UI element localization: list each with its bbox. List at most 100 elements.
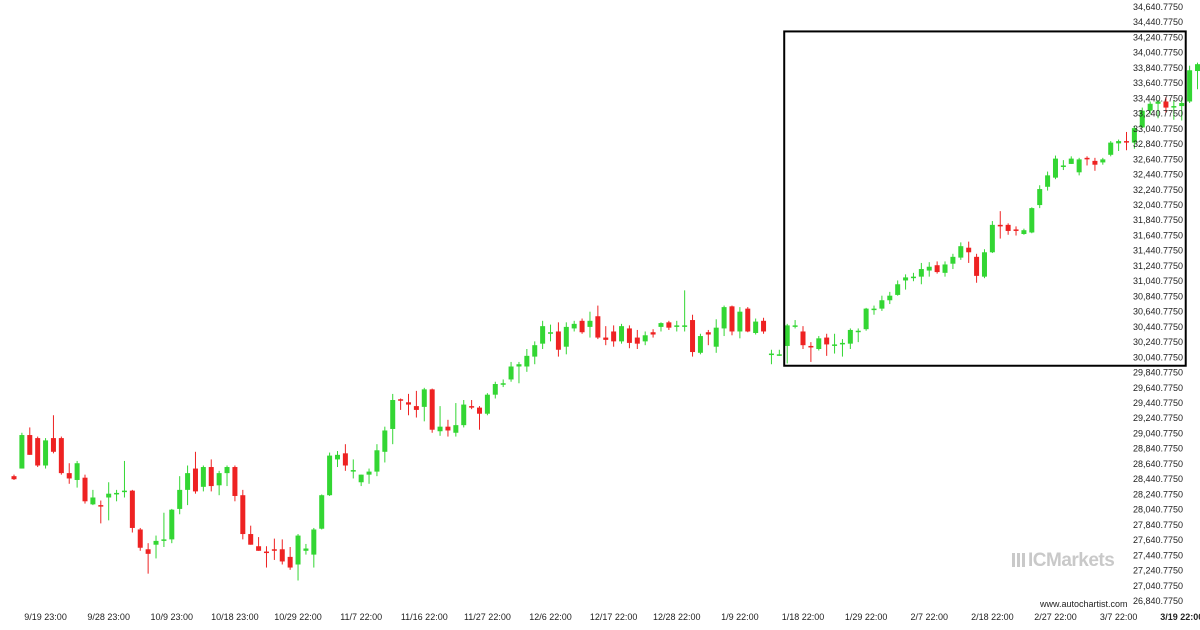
candle-body — [200, 467, 206, 487]
candle — [753, 318, 759, 335]
candle — [918, 262, 924, 285]
candle-body — [429, 389, 435, 430]
candle — [114, 489, 120, 502]
candle — [595, 305, 601, 340]
candle-body — [548, 332, 554, 334]
candle-body — [713, 327, 719, 347]
candle — [263, 546, 269, 568]
candle-body — [1179, 103, 1185, 107]
candle — [579, 318, 585, 334]
candle — [98, 500, 104, 524]
y-tick-label: 29,040.7750 — [1133, 428, 1183, 438]
candle — [745, 307, 751, 333]
candle-body — [303, 548, 309, 551]
candle — [540, 320, 546, 349]
candle — [271, 538, 277, 560]
candle-body — [792, 325, 798, 327]
candle-body — [90, 497, 96, 505]
candle — [82, 474, 88, 504]
candle-body — [768, 353, 774, 356]
candle-body — [563, 326, 569, 347]
candle — [934, 261, 940, 274]
candle — [200, 465, 206, 492]
candles-layer — [11, 62, 1200, 581]
candle — [279, 539, 285, 565]
candle — [792, 320, 798, 329]
candle — [484, 393, 490, 416]
candle-body — [192, 468, 198, 492]
candle — [208, 459, 214, 492]
candle — [761, 317, 767, 334]
candle-body — [887, 295, 893, 301]
candle-body — [1092, 160, 1098, 165]
candle — [784, 323, 790, 364]
candle-body — [808, 345, 814, 348]
candle-body — [981, 252, 987, 277]
candle-body — [745, 308, 751, 332]
candle — [1045, 171, 1051, 191]
credit-link[interactable]: www.autochartist.com — [1040, 599, 1128, 609]
candle-body — [1139, 110, 1145, 128]
candle — [429, 388, 435, 433]
candle-body — [729, 306, 735, 332]
candle — [800, 326, 806, 349]
candle-body — [579, 320, 585, 333]
candle-body — [658, 323, 664, 327]
candle — [690, 314, 696, 357]
candle — [27, 427, 33, 455]
candle-body — [19, 435, 25, 469]
candle — [863, 307, 869, 331]
y-tick-label: 33,440.7750 — [1133, 93, 1183, 103]
y-tick-label: 29,440.7750 — [1133, 398, 1183, 408]
candle-body — [398, 399, 404, 401]
candle — [66, 463, 72, 484]
candle-body — [1029, 208, 1035, 233]
candle — [642, 331, 648, 346]
y-tick-label: 32,440.7750 — [1133, 170, 1183, 180]
x-tick-label: 3/7 22:00 — [1100, 612, 1138, 622]
y-tick-label: 31,640.7750 — [1133, 230, 1183, 240]
y-tick-label: 30,240.7750 — [1133, 337, 1183, 347]
brand-name: ICMarkets — [1028, 550, 1115, 571]
candle — [619, 323, 625, 344]
candle-body — [847, 329, 853, 344]
candle — [1171, 99, 1177, 120]
candle-body — [595, 316, 601, 338]
candle — [390, 393, 396, 445]
candle — [1131, 125, 1137, 149]
candle — [366, 468, 372, 484]
candle-body — [82, 477, 88, 502]
candle — [1084, 156, 1090, 166]
candle — [90, 489, 96, 506]
candle-body — [832, 344, 838, 346]
candle-body — [58, 438, 64, 474]
candle-body — [611, 331, 617, 342]
candle — [895, 280, 901, 296]
y-tick-label: 34,640.7750 — [1133, 2, 1183, 12]
candle-body — [532, 345, 538, 357]
y-tick-label: 34,040.7750 — [1133, 48, 1183, 58]
candle — [492, 381, 498, 399]
candle — [358, 474, 364, 487]
candle-body — [469, 406, 475, 408]
x-tick-label: 10/29 22:00 — [274, 612, 322, 622]
candle — [658, 322, 664, 332]
candle-body — [27, 435, 33, 455]
candle — [508, 361, 514, 382]
candle-body — [516, 364, 522, 367]
y-tick-label: 30,440.7750 — [1133, 322, 1183, 332]
candle — [650, 329, 656, 338]
candle — [145, 543, 151, 574]
candle-body — [224, 467, 230, 474]
candle — [287, 546, 293, 570]
candle — [981, 249, 987, 279]
candle — [177, 476, 183, 515]
candle — [611, 325, 617, 347]
candle — [666, 320, 672, 330]
candle — [524, 348, 530, 372]
candle — [398, 398, 404, 410]
candle-body — [319, 495, 325, 529]
candle — [311, 527, 317, 568]
candle — [35, 436, 41, 468]
candle — [1195, 62, 1200, 90]
